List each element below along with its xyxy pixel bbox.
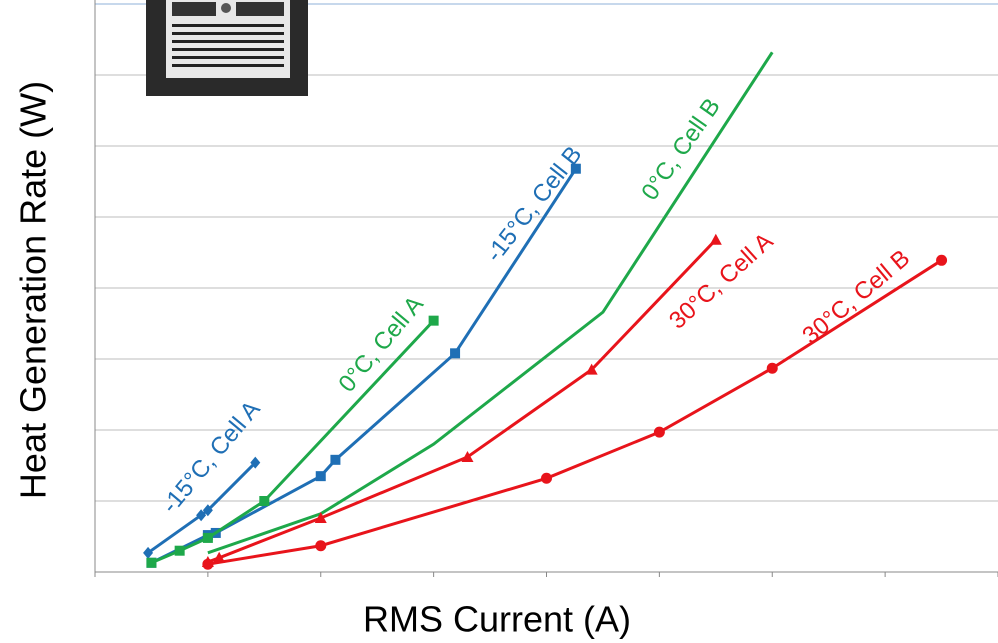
marker [653,426,665,438]
series-label: 30°C, Cell B [797,245,915,350]
series-label: -15°C, Cell B [481,141,588,267]
marker [315,471,326,482]
series-label: 0°C, Cell A [333,291,428,397]
marker [196,509,207,522]
marker [174,545,185,556]
series-line [207,51,774,555]
series-label: -15°C, Cell A [157,396,266,519]
marker [570,163,581,174]
marker [143,546,154,559]
marker [314,512,327,524]
series-line [147,461,257,555]
series-line [207,259,943,566]
marker [936,254,948,266]
marker [450,348,461,359]
marker [146,557,157,568]
marker [766,362,778,374]
marker [585,363,598,375]
marker [202,504,213,517]
marker [461,450,474,462]
marker [315,540,327,552]
marker [330,454,341,465]
marker [202,532,213,543]
x-axis-title: RMS Current (A) [363,599,631,640]
y-axis-title: Heat Generation Rate (W) [13,81,54,499]
marker [428,315,439,326]
series-label: 0°C, Cell B [636,93,726,205]
photo [146,0,308,96]
marker [709,233,722,245]
marker [541,472,552,484]
marker [213,551,226,563]
marker [250,456,261,469]
marker [259,496,270,506]
marker [202,558,214,570]
series-line [150,319,435,565]
